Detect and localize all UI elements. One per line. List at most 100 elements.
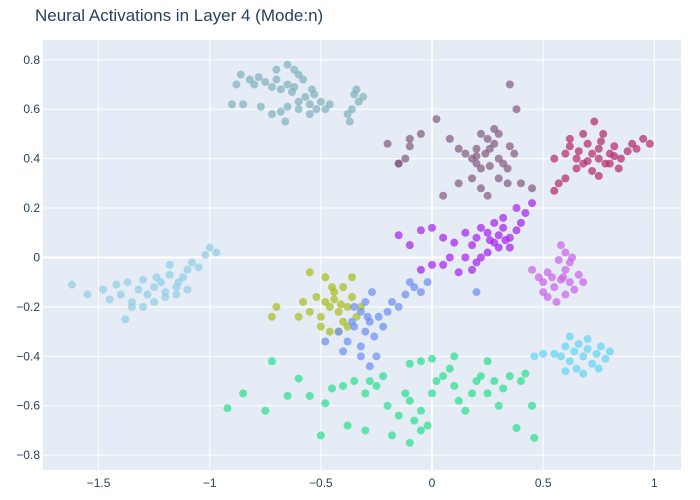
- scatter-point[interactable]: [276, 107, 285, 116]
- scatter-point[interactable]: [339, 283, 348, 292]
- scatter-point[interactable]: [483, 191, 492, 200]
- scatter-point[interactable]: [483, 389, 492, 398]
- scatter-point[interactable]: [599, 129, 608, 138]
- scatter-point[interactable]: [505, 142, 514, 151]
- scatter-point[interactable]: [490, 124, 499, 133]
- scatter-point[interactable]: [416, 406, 425, 415]
- scatter-point[interactable]: [483, 228, 492, 237]
- scatter-point[interactable]: [232, 80, 241, 89]
- scatter-point[interactable]: [605, 347, 614, 356]
- scatter-point[interactable]: [343, 110, 352, 119]
- scatter-point[interactable]: [187, 258, 196, 267]
- scatter-point[interactable]: [468, 174, 477, 183]
- scatter-point[interactable]: [368, 288, 377, 297]
- scatter-point[interactable]: [394, 159, 403, 168]
- scatter-point[interactable]: [356, 307, 365, 316]
- scatter-point[interactable]: [596, 342, 605, 351]
- scatter-point[interactable]: [363, 312, 372, 321]
- scatter-point[interactable]: [316, 312, 325, 321]
- scatter-point[interactable]: [476, 164, 485, 173]
- scatter-point[interactable]: [316, 322, 325, 331]
- scatter-point[interactable]: [561, 265, 570, 274]
- scatter-point[interactable]: [321, 399, 330, 408]
- scatter-point[interactable]: [183, 285, 192, 294]
- scatter-point[interactable]: [372, 381, 381, 390]
- scatter-point[interactable]: [512, 226, 521, 235]
- scatter-point[interactable]: [596, 137, 605, 146]
- scatter-point[interactable]: [450, 352, 459, 361]
- scatter-point[interactable]: [561, 248, 570, 257]
- scatter-point[interactable]: [416, 226, 425, 235]
- scatter-point[interactable]: [512, 423, 521, 432]
- scatter-point[interactable]: [294, 105, 303, 114]
- scatter-point[interactable]: [461, 228, 470, 237]
- scatter-point[interactable]: [503, 164, 512, 173]
- scatter-point[interactable]: [632, 144, 641, 153]
- scatter-point[interactable]: [450, 381, 459, 390]
- scatter-point[interactable]: [550, 186, 559, 195]
- scatter-point[interactable]: [610, 152, 619, 161]
- scatter-point[interactable]: [472, 258, 481, 267]
- scatter-point[interactable]: [307, 85, 316, 94]
- scatter-point[interactable]: [461, 253, 470, 262]
- scatter-point[interactable]: [428, 389, 437, 398]
- scatter-point[interactable]: [267, 312, 276, 321]
- scatter-point[interactable]: [347, 273, 356, 282]
- scatter-point[interactable]: [299, 297, 308, 306]
- scatter-point[interactable]: [405, 396, 414, 405]
- scatter-point[interactable]: [579, 369, 588, 378]
- scatter-point[interactable]: [588, 149, 597, 158]
- scatter-point[interactable]: [645, 139, 654, 148]
- scatter-point[interactable]: [174, 278, 183, 287]
- scatter-point[interactable]: [83, 290, 92, 299]
- scatter-point[interactable]: [334, 307, 343, 316]
- scatter-point[interactable]: [394, 231, 403, 240]
- scatter-point[interactable]: [239, 100, 248, 109]
- scatter-point[interactable]: [330, 295, 339, 304]
- scatter-point[interactable]: [494, 231, 503, 240]
- scatter-point[interactable]: [472, 233, 481, 242]
- scatter-point[interactable]: [239, 389, 248, 398]
- scatter-point[interactable]: [570, 285, 579, 294]
- scatter-point[interactable]: [572, 164, 581, 173]
- scatter-point[interactable]: [516, 218, 525, 227]
- scatter-point[interactable]: [423, 278, 432, 287]
- scatter-point[interactable]: [161, 293, 170, 302]
- scatter-point[interactable]: [616, 154, 625, 163]
- scatter-point[interactable]: [283, 60, 292, 69]
- scatter-point[interactable]: [254, 73, 263, 82]
- scatter-point[interactable]: [316, 431, 325, 440]
- scatter-point[interactable]: [379, 372, 388, 381]
- scatter-point[interactable]: [590, 117, 599, 126]
- scatter-point[interactable]: [383, 307, 392, 316]
- scatter-point[interactable]: [439, 191, 448, 200]
- scatter-point[interactable]: [305, 110, 314, 119]
- scatter-point[interactable]: [445, 134, 454, 143]
- scatter-point[interactable]: [439, 233, 448, 242]
- scatter-point[interactable]: [327, 283, 336, 292]
- scatter-point[interactable]: [594, 171, 603, 180]
- scatter-point[interactable]: [383, 401, 392, 410]
- scatter-point[interactable]: [383, 139, 392, 148]
- scatter-point[interactable]: [554, 179, 563, 188]
- scatter-point[interactable]: [472, 288, 481, 297]
- scatter-point[interactable]: [194, 263, 203, 272]
- scatter-point[interactable]: [205, 243, 214, 252]
- scatter-point[interactable]: [250, 80, 259, 89]
- scatter-point[interactable]: [594, 364, 603, 373]
- scatter-point[interactable]: [272, 65, 281, 74]
- scatter-point[interactable]: [150, 297, 159, 306]
- scatter-point[interactable]: [281, 117, 290, 126]
- scatter-point[interactable]: [572, 154, 581, 163]
- scatter-point[interactable]: [267, 357, 276, 366]
- scatter-point[interactable]: [394, 411, 403, 420]
- scatter-point[interactable]: [345, 117, 354, 126]
- scatter-point[interactable]: [388, 297, 397, 306]
- scatter-point[interactable]: [201, 251, 210, 259]
- scatter-point[interactable]: [294, 374, 303, 383]
- scatter-point[interactable]: [428, 354, 437, 363]
- scatter-point[interactable]: [172, 290, 181, 299]
- scatter-point[interactable]: [339, 381, 348, 390]
- scatter-point[interactable]: [143, 290, 152, 299]
- scatter-point[interactable]: [583, 139, 592, 148]
